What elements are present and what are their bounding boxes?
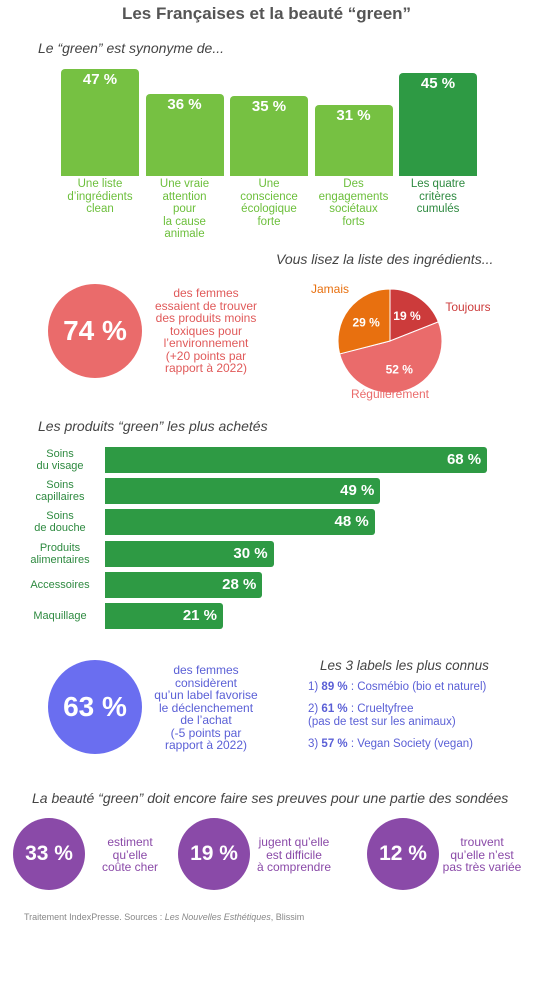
pie-value-label: 52 % [386,363,414,377]
proof-circle-1: 33 % [13,818,85,890]
stat-63-circle: 63 % [48,660,142,754]
bar-category-label: Une conscience écologique forte [240,178,298,228]
stat-63-text: des femmes considèrent qu’un label favoris… [154,663,258,752]
bar-value-label: 47 % [82,70,118,88]
hbar-2: 49 % [105,478,381,505]
hbar-value-label: 30 % [233,544,268,562]
label-item-1: 1) 89 % : Cosmébio (bio et naturel) [308,681,487,693]
label-item-2: 2) 61 % : Crueltyfree (pas de test sur le… [308,703,456,728]
bar-3: 35 % [230,96,308,176]
bar-value-label: 35 % [251,98,287,116]
bar-value-label: 36 % [167,95,202,113]
proof-text-1: estiment qu’elle coûte cher [101,835,159,874]
bar-5: 45 % [399,73,477,176]
hbar-value-label: 68 % [446,451,482,468]
label-item-3: 3) 57 % : Vegan Society (vegan) [308,738,473,750]
proof-circle-2: 19 % [178,818,250,890]
stat-74-circle: 74 % [48,284,142,378]
bar-category-label: Une liste d’ingrédients clean [67,178,133,215]
pie-heading: Vous lisez la liste des ingrédients... [276,251,494,267]
hbar-value-label: 48 % [334,513,369,531]
hbar-value-label: 21 % [182,607,218,624]
hbar-category-label: Accessoires [30,578,90,591]
hbar-1: 68 % [105,447,488,473]
pie-category-label: Jamais [311,282,349,296]
hbar-category-label: Soins du visage [36,448,84,472]
section3-heading: La beauté “green” doit encore faire ses … [32,790,509,806]
hbar-category-label: Soins de douche [34,510,86,535]
stat-74-text: des femmes essaient de trouver des produit… [154,286,258,375]
pie-slice-toujours [389,288,439,342]
pie-slice-jamais [337,288,391,355]
bar-4: 31 % [314,105,393,176]
proof-text-3: trouvent qu’elle n’est pas très variée [442,835,522,874]
bar-1: 47 % [61,68,139,176]
page-title: Les Françaises et la beauté “green” [121,4,412,23]
proof-text-2: jugent qu’elle est difficile à comprendre [256,835,332,874]
pie-value-label: 29 % [352,316,380,330]
proof-circle-3: 12 % [367,818,439,890]
pie-category-label: Régulièrement [351,387,430,401]
bar-category-label: Une vraie attention pour la cause animale [159,178,210,240]
pie-value-label: 19 % [393,309,421,323]
labels-heading: Les 3 labels les plus connus [320,658,489,673]
bar-category-label: Des engagements sociétaux forts [318,178,389,228]
hbar-6: 21 % [105,603,224,629]
bar-value-label: 31 % [336,107,371,125]
hbar-4: 30 % [105,540,274,567]
hbar-3: 48 % [105,509,375,536]
pie-category-label: Toujours [445,300,490,314]
bar-value-label: 45 % [420,75,456,93]
hbar-category-label: Soins capillaires [35,479,85,504]
hbar-value-label: 28 % [222,575,257,593]
footer-sources: Traitement IndexPresse. Sources : Les No… [24,912,305,922]
section2-heading: Les produits “green” les plus achetés [38,418,268,434]
bar-2: 36 % [145,93,224,176]
hbar-category-label: Maquillage [33,610,87,622]
hbar-value-label: 49 % [340,482,375,500]
pie-slice-régulièrement [339,321,443,394]
hbar-5: 28 % [105,571,263,598]
bar-category-label: Les quatre critères cumulés [410,178,466,215]
hbar-category-label: Produits alimentaires [30,541,90,566]
pie-chart-ingredients: 19 % 52 % 29 % Toujours Régulièrement Jamais [311,282,490,401]
section1-heading: Le “green” est synonyme de... [38,40,224,56]
